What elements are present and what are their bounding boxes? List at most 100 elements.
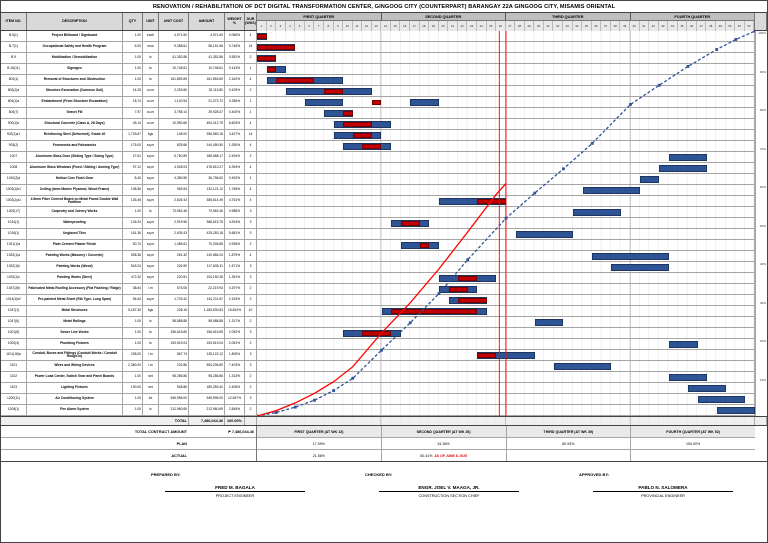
unit-cell: sq.m — [143, 163, 159, 173]
item-no-cell: 1014(1)b2 — [1, 295, 27, 305]
unit-cell: ls — [143, 328, 159, 338]
qty-cell: 45.14 — [123, 119, 143, 129]
week-number: 33 — [563, 21, 573, 31]
description-cell: Power Load Center, Switch Gear and Panel… — [27, 372, 123, 382]
weight-cell: 0.746% — [225, 42, 245, 52]
weight-cell: 2.845% — [225, 405, 245, 415]
unit-cost-cell: 825.66 — [159, 141, 189, 151]
percent-axis-label: 60% — [759, 185, 766, 189]
unit-cell: ls — [143, 75, 159, 85]
gantt-bar-actual — [362, 144, 382, 149]
description-cell: Wires and Wiring Devices — [27, 361, 123, 371]
description-cell: Plain Cement Plaster Finish — [27, 240, 123, 250]
duration-cell: 2 — [245, 295, 257, 305]
qty-cell: 1.00 — [123, 372, 143, 382]
table-row: 1208(1) Fire Alarm System 1.00 ls 212,960.69… — [1, 405, 767, 416]
weight-cell: 1.571% — [225, 262, 245, 272]
item-no-cell: 1200(11) — [1, 394, 27, 404]
qty-cell: 18.74 — [123, 97, 143, 107]
item-no-cell: 1208(1) — [1, 405, 27, 415]
summary-left: TOTAL CONTRACT AMOUNT ₱ 7,486,044.46 PLA… — [1, 426, 257, 461]
gantt-cell — [257, 251, 755, 261]
gantt-cell — [257, 295, 755, 305]
item-no-cell: 804(7) — [1, 108, 27, 118]
column-header-percent-axis — [755, 13, 767, 30]
unit-cell: kgs — [143, 306, 159, 316]
table-row: 1047(2)b Fabricated Metal Roofing Accesso… — [1, 284, 767, 295]
gantt-cell — [257, 86, 755, 96]
gantt-cell — [257, 306, 755, 316]
percent-axis-label: 90% — [759, 69, 766, 74]
week-number: 1 — [257, 21, 267, 31]
unit-cost-cell: 212,960.69 — [159, 405, 189, 415]
table-row: 903(2) Formworks and Falseworks 175.00 sq.m… — [1, 141, 767, 152]
total-contract-amount-value: ₱ 7,486,044.46 — [228, 429, 254, 434]
week-number: 14 — [381, 21, 391, 31]
weight-cell: 5.681% — [225, 229, 245, 239]
weight-cell: 1.930% — [225, 141, 245, 151]
qty-cell: 14.25 — [123, 86, 143, 96]
gantt-cell — [257, 64, 755, 74]
week-number: 18 — [420, 21, 430, 31]
duration-cell: 14 — [245, 130, 257, 140]
week-number: 8 — [324, 21, 334, 31]
description-cell: Gravel Fill — [27, 108, 123, 118]
quarter-summary-label: THIRD QUARTER (AT WK 39) — [506, 426, 632, 437]
approved-by-label: APPROVED BY: — [579, 472, 610, 477]
table-row: 1032(1)a Painting Works (Masonry / Concre… — [1, 251, 767, 262]
gantt-bar-plan — [553, 363, 612, 370]
amount-cell: 186,668.17 — [189, 152, 225, 162]
duration-cell: 1 — [245, 174, 257, 184]
gantt-header: FIRST QUARTER SECOND QUARTER THIRD QUARTER… — [257, 13, 755, 31]
unit-cost-cell: 98,286.86 — [159, 372, 189, 382]
table-row: 804(7) Gravel Fill 7.97 cu.m 3,755.14 29,928.… — [1, 108, 767, 119]
table-row: 900(1)b Structural Concrete (Class A, 28 … — [1, 119, 767, 130]
percent-axis-label: 80% — [759, 108, 766, 112]
actual-row-label: ACTUAL — [171, 453, 187, 458]
signature-block-checked: CHECKED BY: ENGR. JOEL V. MAAGA, JR. CON… — [365, 472, 533, 498]
table-row: 1003(17) Carpentry and Joinery Works 1.00 l… — [1, 207, 767, 218]
description-cell: Painting Works (Steel) — [27, 273, 123, 283]
plan-row-label: PLAN — [176, 441, 187, 446]
item-no-cell: 801(1) — [1, 75, 27, 85]
week-numbers-row: 1 2 3 4 5 6 7 8 9 10 11 12 13 14 15 16 17 18 19 20 21 22 23 24 2… — [257, 21, 755, 31]
item-no-cell: 1101(18)a — [1, 350, 27, 360]
quarter-actual-value: 60.41% AS OF JUNE 8, 2025 — [382, 450, 507, 461]
unit-cell: sq.m — [143, 141, 159, 151]
quarter-actual-value: 21.56% — [257, 450, 382, 461]
qty-cell: 94.64 — [123, 295, 143, 305]
column-header-unit-cost: UNIT COST — [159, 13, 189, 30]
unit-cost-cell: 1,703.42 — [159, 295, 189, 305]
week-number: 28 — [515, 21, 525, 31]
gantt-bar-plan — [668, 374, 708, 381]
unit-cell: sq.m — [143, 152, 159, 162]
total-label: TOTAL — [1, 417, 189, 425]
amount-cell: 153,519.04 — [189, 339, 225, 349]
prepared-by-label: PREPARED BY: — [151, 472, 181, 477]
duration-cell: 2 — [245, 86, 257, 96]
unit-cell: each — [143, 31, 159, 41]
duration-cell: 3 — [245, 218, 257, 228]
duration-cell: 4 — [245, 75, 257, 85]
table-row: 1014(1) Waterproofing 126.24 sq.m 2,919.96 36… — [1, 218, 767, 229]
table-row: 902(1)a1 Reinforcing Steel (Deformed), Gr… — [1, 130, 767, 141]
gantt-cell — [257, 317, 755, 327]
unit-cell: set — [143, 383, 159, 393]
unit-cost-cell: 3,755.14 — [159, 108, 189, 118]
gantt-bar-plan — [582, 187, 641, 194]
amount-cell: 368,615.75 — [189, 218, 225, 228]
quarter-label: FOURTH QUARTER — [674, 15, 711, 19]
item-no-cell: 1010(2)a — [1, 174, 27, 184]
gantt-bar-actual — [276, 78, 315, 83]
qty-cell: 238.00 — [123, 350, 143, 360]
weight-cell: 12.637% — [225, 394, 245, 404]
qty-cell: 1.00 — [123, 64, 143, 74]
unit-cell: sq.m — [143, 196, 159, 206]
amount-cell: 554,206.80 — [189, 361, 225, 371]
unit-cell: sq.m — [143, 229, 159, 239]
percent-axis-label: 30% — [759, 300, 766, 305]
table-body: B.5(1) Project Billboard / Signboard 1.00 e… — [1, 31, 767, 416]
unit-cost-cell: 10,748.61 — [159, 64, 189, 74]
description-cell: Fire Alarm System — [27, 405, 123, 415]
unit-cost-cell: 2,919.96 — [159, 218, 189, 228]
